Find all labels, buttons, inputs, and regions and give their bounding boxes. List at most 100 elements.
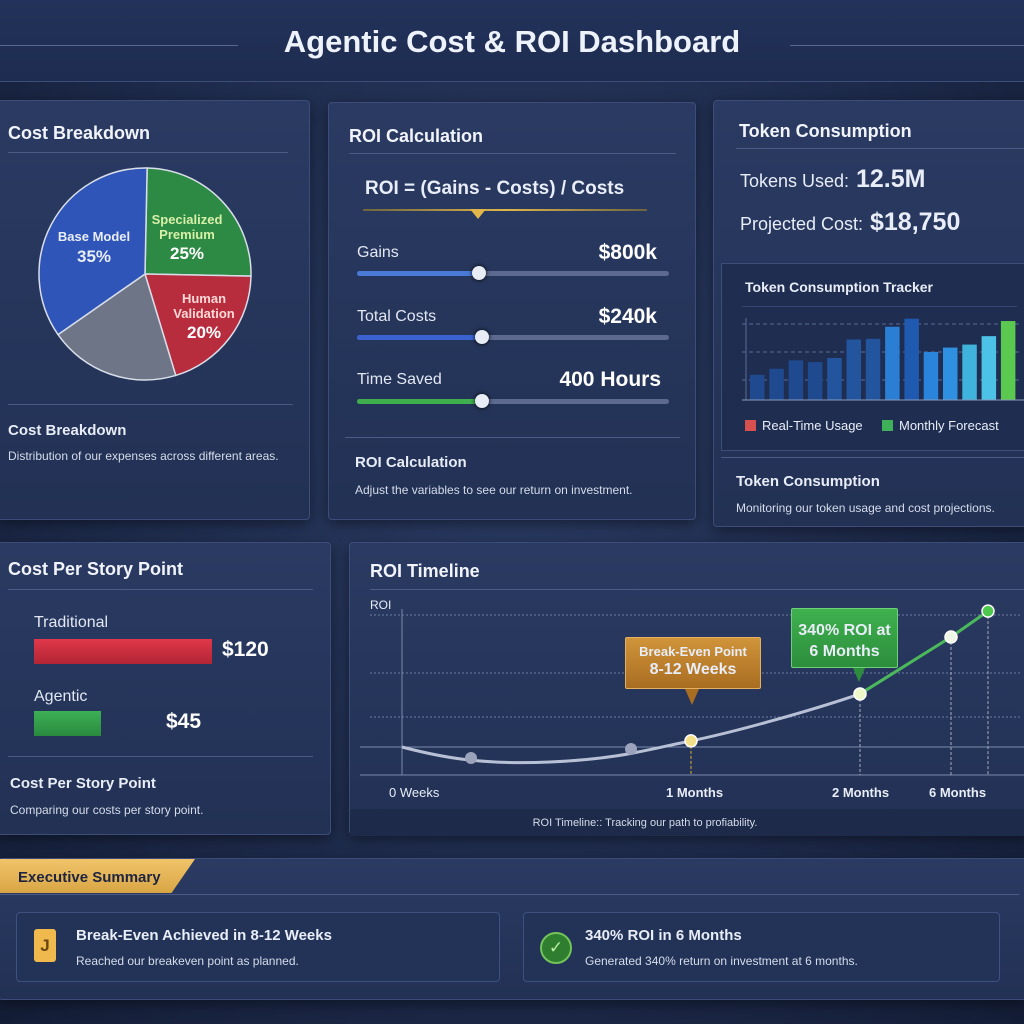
gains-label: Gains bbox=[357, 244, 399, 261]
x-tick: 6 Months bbox=[929, 785, 987, 800]
token-bar bbox=[923, 351, 939, 400]
roi-callout: 340% ROI at 6 Months bbox=[791, 608, 898, 668]
token-bar bbox=[846, 339, 861, 400]
gains-value: $800k bbox=[598, 241, 657, 264]
traditional-label: Traditional bbox=[34, 614, 109, 631]
footer-desc: ROI Timeline:: Tracking our path to prof… bbox=[532, 817, 758, 829]
data-point bbox=[465, 752, 477, 764]
panel-title: ROI Timeline bbox=[370, 561, 480, 581]
x-tick: 2 Months bbox=[832, 785, 890, 800]
slice-label-human: Human Validation 20% bbox=[173, 291, 235, 342]
check-badge-icon: ✓ bbox=[540, 932, 572, 964]
token-consumption-panel: Token Consumption Tokens Used: 12.5M Pro… bbox=[713, 100, 1024, 527]
summary-card: J Break-Even Achieved in 8-12 Weeks Reac… bbox=[16, 912, 500, 982]
agentic-value: $45 bbox=[166, 710, 202, 733]
x-tick: 1 Months bbox=[666, 785, 724, 800]
panel-title: Token Consumption bbox=[739, 121, 912, 141]
token-bar bbox=[827, 358, 842, 400]
traditional-value: $120 bbox=[222, 638, 269, 661]
data-point bbox=[944, 630, 958, 644]
legend-label: Monthly Forecast bbox=[899, 418, 999, 433]
callout-pointer bbox=[685, 689, 699, 705]
legend-swatch-red bbox=[745, 420, 756, 431]
time-slider[interactable] bbox=[357, 394, 669, 408]
token-bar bbox=[865, 338, 881, 400]
roi-calculation-panel: ROI Calculation ROI = (Gains - Costs) / … bbox=[328, 102, 696, 520]
legend-label: Real-Time Usage bbox=[762, 418, 863, 433]
callout-line1: Break-Even Point bbox=[639, 644, 747, 659]
time-label: Time Saved bbox=[357, 371, 442, 388]
footer-title: Cost Per Story Point bbox=[10, 775, 156, 792]
time-value: 400 Hours bbox=[559, 368, 661, 391]
cost-breakdown-panel: Cost Breakdown Base Model 35% Specialized… bbox=[0, 100, 310, 520]
callout-line2: 6 Months bbox=[809, 643, 880, 660]
tokens-used-value: 12.5M bbox=[856, 165, 926, 193]
card-desc: Generated 340% return on investment at 6… bbox=[585, 954, 858, 968]
slice-label-base: Base Model 35% bbox=[57, 229, 131, 266]
costs-value: $240k bbox=[598, 305, 657, 328]
projected-cost-label: Projected Cost: bbox=[740, 214, 864, 234]
footer-title: ROI Calculation bbox=[355, 454, 467, 471]
token-bar bbox=[750, 374, 765, 400]
card-title: 340% ROI in 6 Months bbox=[585, 927, 742, 944]
pie-slice bbox=[56, 272, 177, 381]
footer-desc: Distribution of our expenses across diff… bbox=[8, 449, 279, 463]
pie-slice bbox=[38, 167, 148, 336]
token-bar bbox=[943, 347, 958, 400]
chart-footer-bar bbox=[350, 809, 1024, 836]
footer-title: Token Consumption bbox=[736, 473, 880, 490]
costs-label: Total Costs bbox=[357, 308, 437, 325]
panel-title: ROI Calculation bbox=[349, 126, 484, 146]
data-point bbox=[981, 604, 995, 618]
tokens-used-label: Tokens Used: bbox=[740, 171, 850, 191]
roi-timeline-panel: ROI Timeline ROI 0 Weeks 1 Months 2 Mont… bbox=[349, 542, 1024, 836]
legend-realtime: Real-Time Usage bbox=[745, 418, 863, 433]
header: Agentic Cost & ROI Dashboard bbox=[0, 0, 1024, 82]
legend-forecast: Monthly Forecast bbox=[882, 418, 999, 433]
footer-desc: Monitoring our token usage and cost proj… bbox=[736, 501, 995, 515]
costs-slider[interactable] bbox=[357, 330, 669, 344]
footer-title: Cost Breakdown bbox=[8, 422, 127, 439]
token-bar bbox=[788, 360, 804, 400]
agentic-bar bbox=[34, 711, 101, 736]
gains-slider[interactable] bbox=[357, 266, 669, 280]
page-title: Agentic Cost & ROI Dashboard bbox=[283, 24, 741, 59]
projected-cost-value: $18,750 bbox=[870, 208, 961, 236]
token-bar bbox=[807, 362, 823, 400]
token-bar-chart bbox=[742, 318, 1024, 401]
callout-pointer bbox=[853, 668, 865, 682]
token-bar bbox=[962, 344, 977, 400]
tracker-title: Token Consumption Tracker bbox=[745, 279, 933, 295]
footer-desc: Adjust the variables to see our return o… bbox=[355, 483, 633, 497]
footer-desc: Comparing our costs per story point. bbox=[10, 803, 204, 817]
roi-curve bbox=[401, 692, 861, 765]
pie-chart bbox=[38, 167, 252, 381]
data-point bbox=[625, 742, 637, 755]
document-icon: J bbox=[34, 929, 56, 962]
agentic-label: Agentic bbox=[34, 688, 88, 705]
data-point bbox=[684, 734, 698, 748]
slice-label-specialized: Specialized Premium 25% bbox=[151, 212, 223, 263]
token-bar bbox=[885, 326, 900, 400]
panel-title: Cost Per Story Point bbox=[8, 559, 184, 579]
summary-title: Executive Summary bbox=[18, 869, 161, 886]
panel-title: Cost Breakdown bbox=[8, 123, 151, 143]
pie-slice bbox=[144, 167, 252, 277]
executive-summary-panel: Executive Summary J Break-Even Achieved … bbox=[0, 858, 1024, 1000]
break-even-callout: Break-Even Point 8-12 Weeks bbox=[625, 637, 761, 689]
pie-slice bbox=[143, 273, 252, 377]
formula-marker bbox=[470, 209, 486, 219]
data-point bbox=[853, 687, 867, 701]
callout-line1: 340% ROI at bbox=[798, 622, 891, 639]
summary-tab bbox=[0, 859, 195, 893]
token-bar bbox=[981, 336, 997, 400]
token-bar bbox=[904, 318, 919, 400]
card-desc: Reached our breakeven point as planned. bbox=[76, 954, 299, 968]
summary-card: ✓ 340% ROI in 6 Months Generated 340% re… bbox=[523, 912, 1000, 982]
card-title: Break-Even Achieved in 8-12 Weeks bbox=[76, 927, 332, 944]
callout-line2: 8-12 Weeks bbox=[649, 661, 737, 678]
traditional-bar bbox=[34, 639, 212, 664]
token-bar bbox=[1000, 321, 1016, 400]
x-tick: 0 Weeks bbox=[389, 785, 440, 800]
cost-per-story-point-panel: Cost Per Story Point Traditional $120 Ag… bbox=[0, 542, 331, 835]
